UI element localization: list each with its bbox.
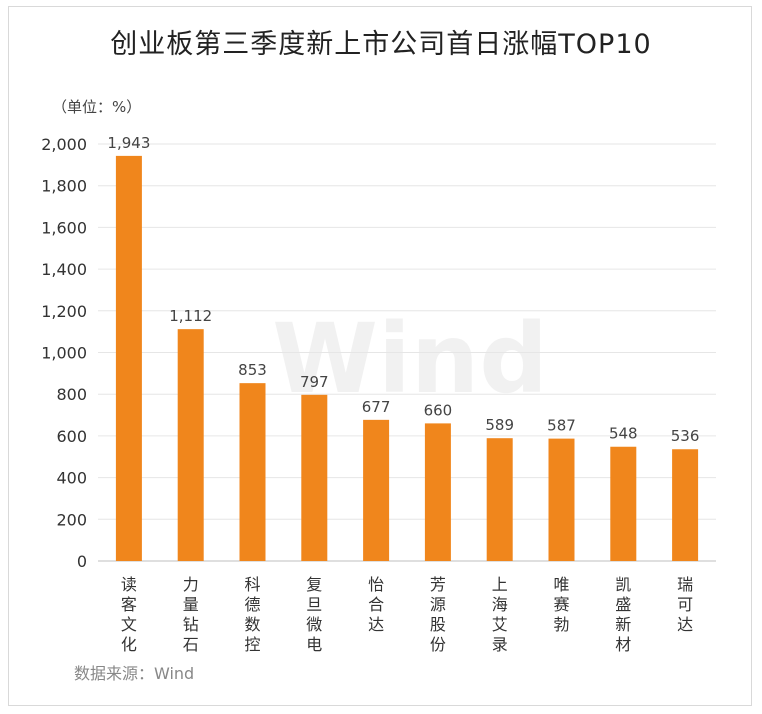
y-tick-label: 1,000 bbox=[41, 344, 87, 363]
bar bbox=[424, 423, 451, 561]
data-label: 536 bbox=[671, 427, 700, 445]
x-tick-label: 唯赛勃 bbox=[553, 575, 569, 634]
bar bbox=[672, 449, 699, 561]
bars bbox=[115, 155, 699, 561]
x-tick-label: 凯盛新材 bbox=[615, 575, 631, 654]
x-axis: 读客文化 力量钻石 科德数控 复旦微电 怡合达 芳源股份 上海艾录 唯赛勃 凯盛新材 瑞可达 bbox=[121, 575, 693, 654]
y-tick-label: 200 bbox=[56, 510, 87, 529]
y-tick-label: 1,600 bbox=[41, 218, 87, 237]
value-labels: 1,943 1,112 853 797 677 660 589 587 548 536 bbox=[107, 134, 699, 445]
bar bbox=[610, 446, 637, 561]
x-tick-label: 怡合达 bbox=[368, 575, 384, 634]
source-note: 数据来源：Wind bbox=[74, 664, 195, 683]
data-label: 1,112 bbox=[169, 307, 212, 325]
y-tick-label: 600 bbox=[56, 427, 87, 446]
y-axis: 0 200 400 600 800 1,000 1,200 1,400 1,600 1,800 2,… bbox=[41, 135, 87, 571]
bar bbox=[115, 155, 142, 561]
data-label: 853 bbox=[238, 361, 267, 379]
x-tick-label: 芳源股份 bbox=[430, 575, 446, 654]
data-label: 797 bbox=[300, 373, 329, 391]
bar bbox=[177, 329, 204, 561]
y-tick-label: 400 bbox=[56, 469, 87, 488]
y-tick-label: 800 bbox=[56, 385, 87, 404]
x-tick-label: 力量钻石 bbox=[183, 575, 199, 654]
bar bbox=[486, 438, 513, 561]
x-tick-label: 读客文化 bbox=[121, 575, 137, 654]
data-label: 587 bbox=[547, 417, 576, 435]
bar bbox=[301, 394, 328, 561]
x-tick-label: 上海艾录 bbox=[492, 575, 508, 654]
y-tick-label: 1,800 bbox=[41, 177, 87, 196]
chart-title: 创业板第三季度新上市公司首日涨幅TOP10 bbox=[110, 29, 652, 60]
x-tick-label: 复旦微电 bbox=[306, 575, 322, 654]
y-tick-label: 1,200 bbox=[41, 302, 87, 321]
unit-label: （单位：%） bbox=[52, 98, 142, 116]
bar bbox=[548, 438, 575, 561]
data-label: 660 bbox=[424, 401, 453, 419]
data-label: 589 bbox=[485, 416, 514, 434]
bar bbox=[363, 419, 390, 561]
data-label: 1,943 bbox=[107, 134, 150, 152]
x-tick-label: 瑞可达 bbox=[677, 575, 693, 634]
x-tick-label: 科德数控 bbox=[244, 575, 260, 654]
y-tick-label: 1,400 bbox=[41, 260, 87, 279]
y-tick-label: 2,000 bbox=[41, 135, 87, 154]
y-tick-label: 0 bbox=[77, 552, 87, 571]
data-label: 677 bbox=[362, 398, 391, 416]
data-label: 548 bbox=[609, 425, 638, 443]
bar bbox=[239, 383, 266, 561]
